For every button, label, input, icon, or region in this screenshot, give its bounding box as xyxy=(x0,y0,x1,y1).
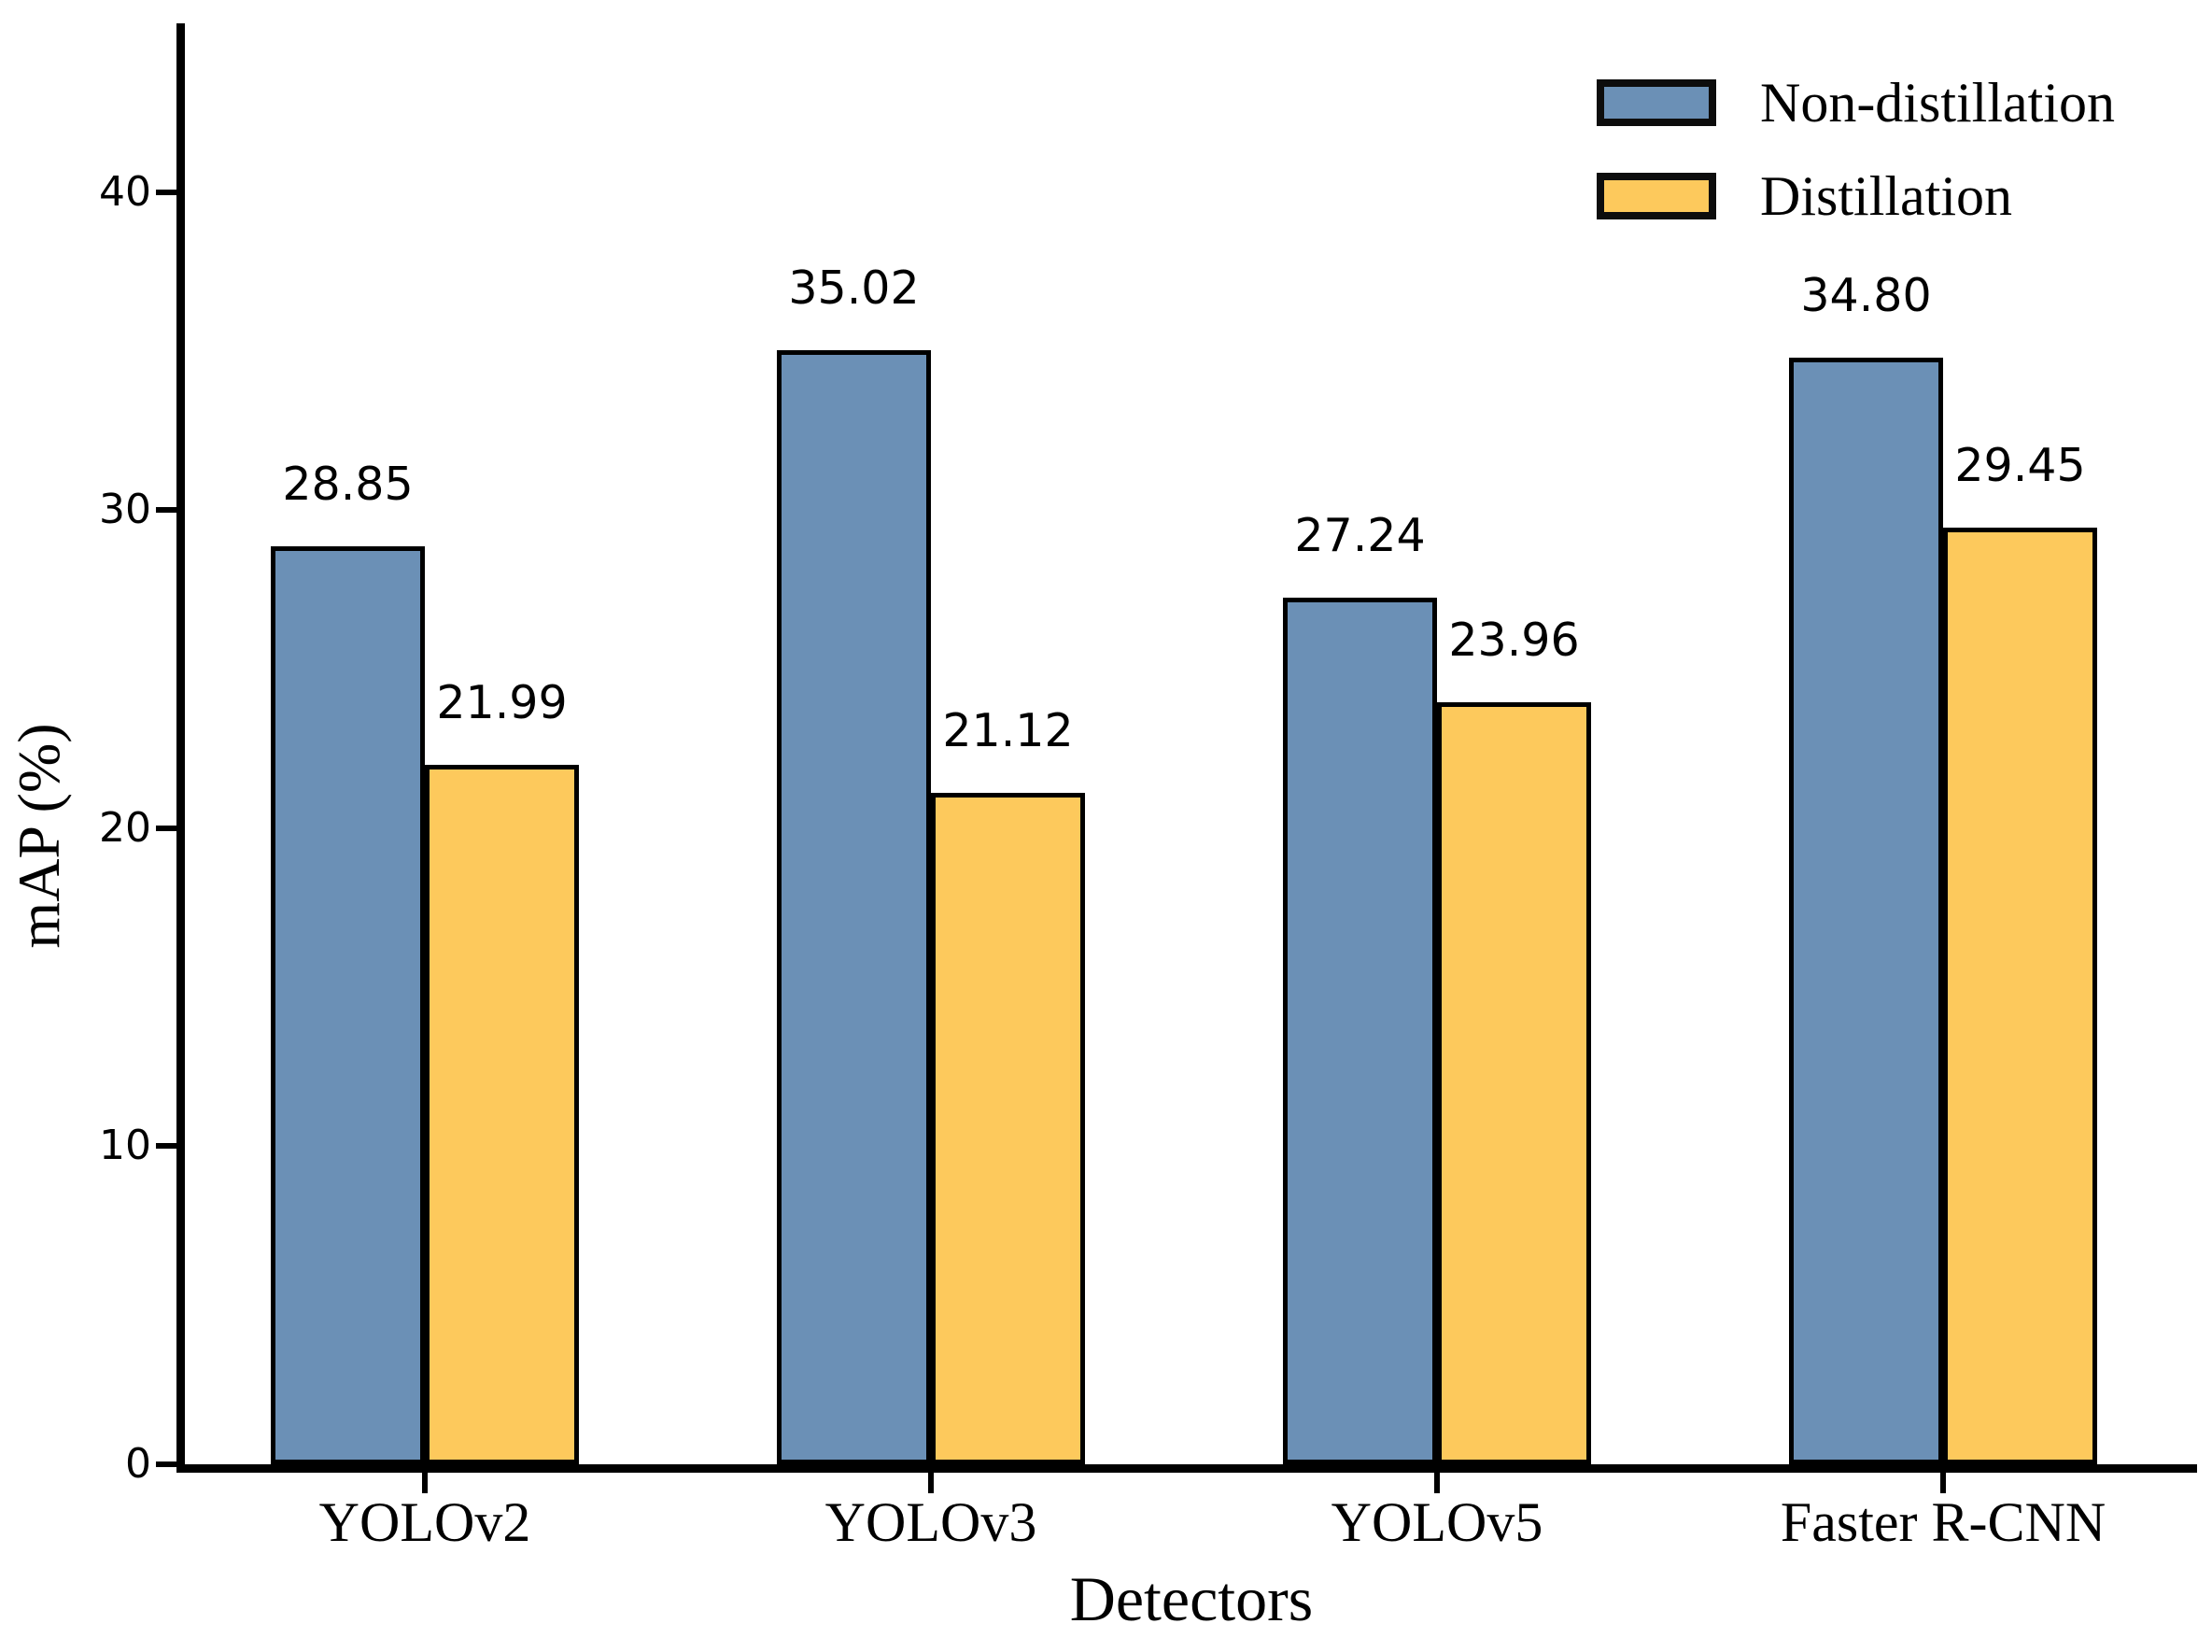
legend-label-non-distillation: Non-distillation xyxy=(1760,72,2115,134)
plot-area: 28.85 35.02 27.24 34.80 21.99 21.12 23.96 29.45… xyxy=(99,23,2197,1550)
bar-non-distillation-yolov2 xyxy=(271,546,425,1464)
bar-distillation-faster-r-cnn xyxy=(1943,527,2097,1464)
bar-distillation-yolov3 xyxy=(931,792,1085,1464)
y-tick-label-10: 10 xyxy=(99,1122,151,1170)
bar-distillation-yolov2 xyxy=(425,764,579,1464)
bar-non-distillation-yolov3 xyxy=(777,350,931,1464)
y-tick-0 xyxy=(156,1461,176,1467)
x-tick-label-yolov2: YOLOv2 xyxy=(318,1491,531,1553)
value-label-distillation-faster-r-cnn: 29.45 xyxy=(1954,438,2086,492)
x-tick-label-yolov3: YOLOv3 xyxy=(824,1491,1037,1553)
value-label-distillation-yolov2: 21.99 xyxy=(436,675,568,729)
y-tick-40 xyxy=(156,189,176,195)
y-axis-title: mAP (%) xyxy=(6,723,72,949)
value-label-non-distillation-yolov5: 27.24 xyxy=(1294,509,1426,563)
x-tick-yolov5 xyxy=(1434,1473,1440,1493)
legend-label-distillation: Distillation xyxy=(1760,165,2012,227)
legend-item-non-distillation: Non-distillation xyxy=(1597,75,2115,131)
y-tick-label-40: 40 xyxy=(99,167,151,216)
value-label-non-distillation-faster-r-cnn: 34.80 xyxy=(1800,268,1932,322)
legend-swatch-distillation xyxy=(1597,173,1716,219)
value-label-non-distillation-yolov3: 35.02 xyxy=(788,261,920,316)
y-tick-label-0: 0 xyxy=(125,1440,151,1488)
bar-distillation-yolov5 xyxy=(1437,701,1591,1464)
value-label-non-distillation-yolov2: 28.85 xyxy=(282,458,414,512)
value-label-distillation-yolov3: 21.12 xyxy=(942,703,1074,757)
x-tick-faster-r-cnn xyxy=(1940,1473,1946,1493)
y-tick-label-30: 30 xyxy=(99,486,151,534)
x-tick-yolov3 xyxy=(928,1473,934,1493)
y-tick-label-20: 20 xyxy=(99,803,151,852)
bar-non-distillation-faster-r-cnn xyxy=(1789,357,1943,1464)
x-tick-yolov2 xyxy=(422,1473,428,1493)
value-label-distillation-yolov5: 23.96 xyxy=(1448,613,1580,667)
x-tick-label-faster-r-cnn: Faster R-CNN xyxy=(1780,1491,2106,1553)
bar-non-distillation-yolov5 xyxy=(1283,598,1437,1464)
legend-item-distillation: Distillation xyxy=(1597,168,2115,224)
x-tick-label-yolov5: YOLOv5 xyxy=(1331,1491,1543,1553)
legend: Non-distillation Distillation xyxy=(1597,75,2115,261)
y-tick-20 xyxy=(156,825,176,831)
y-tick-10 xyxy=(156,1143,176,1150)
y-tick-30 xyxy=(156,507,176,514)
legend-swatch-non-distillation xyxy=(1597,79,1716,126)
x-axis-title: Detectors xyxy=(1069,1563,1314,1634)
